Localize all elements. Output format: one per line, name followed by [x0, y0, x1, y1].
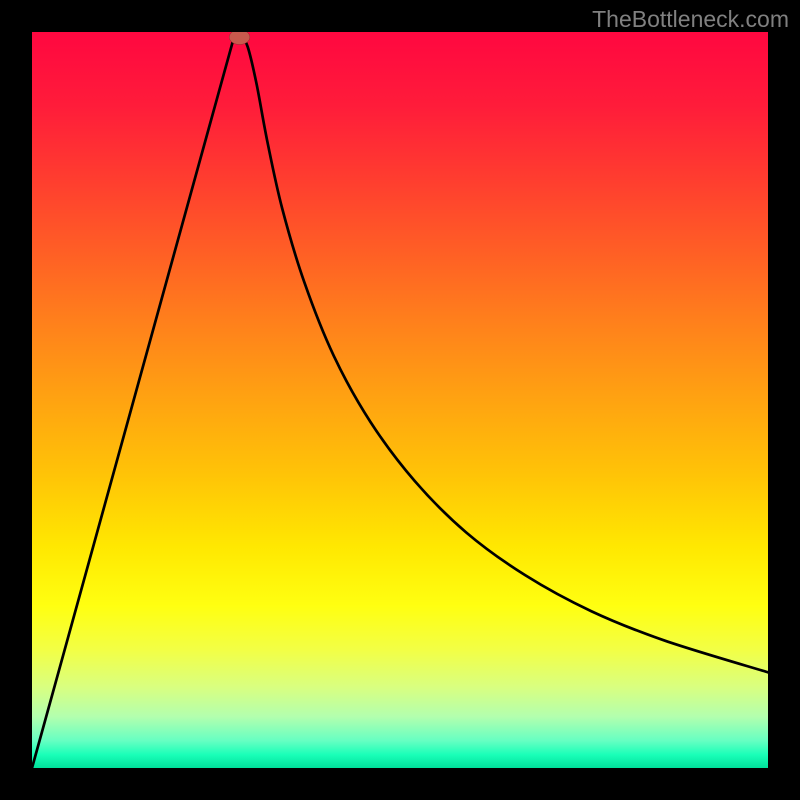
chart-plot-area [32, 32, 768, 768]
gradient-background [32, 32, 768, 768]
watermark-text: TheBottleneck.com [592, 6, 789, 33]
vertex-marker [229, 32, 250, 45]
chart-svg [32, 32, 768, 768]
